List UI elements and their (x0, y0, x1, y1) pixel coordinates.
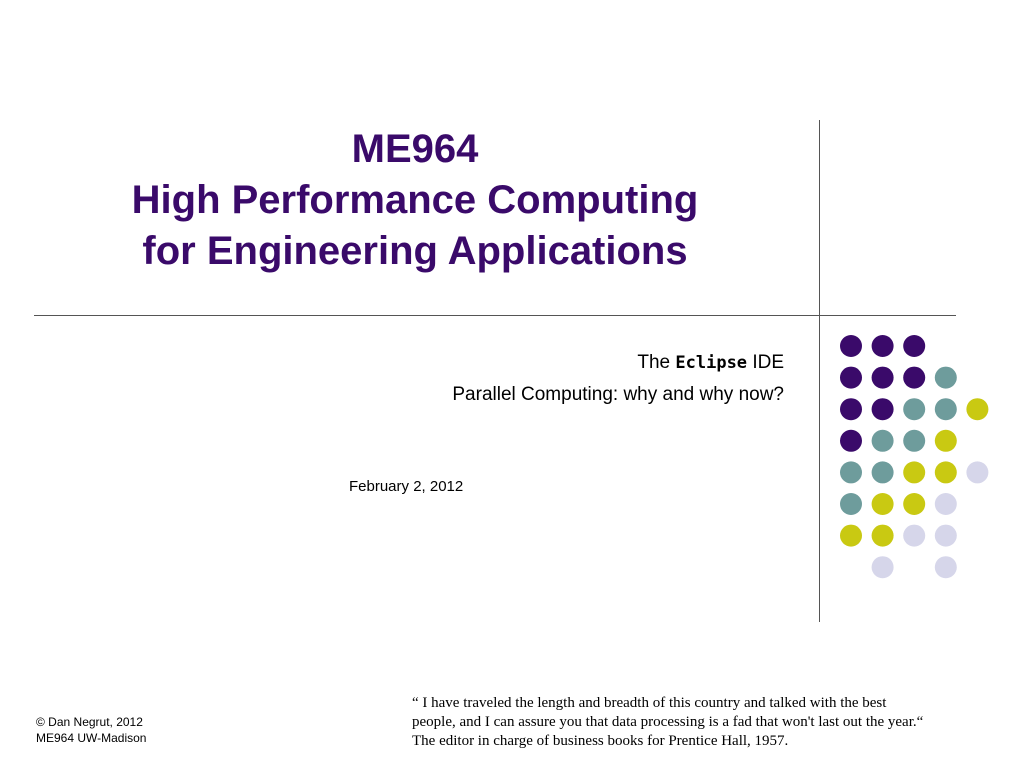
decorative-dot (903, 429, 926, 452)
decorative-dot (934, 556, 957, 579)
footer-course: ME964 UW-Madison (36, 731, 147, 745)
decorative-dot (840, 429, 862, 452)
subtitle-line-parallel: Parallel Computing: why and why now? (452, 384, 784, 405)
title-line-main: High Performance Computing (131, 178, 699, 222)
decorative-dot (934, 493, 957, 515)
decorative-dot (903, 493, 926, 515)
vertical-divider (819, 120, 820, 622)
decorative-dot (903, 524, 926, 547)
quote-line-3: The editor in charge of business books f… (412, 733, 789, 749)
decorative-dot (903, 398, 926, 421)
footer-copyright: © Dan Negrut, 2012 (36, 715, 143, 729)
decorative-dot (840, 493, 862, 515)
slide-date: February 2, 2012 (349, 478, 464, 495)
decorative-dot (840, 366, 862, 389)
decorative-dot (840, 398, 862, 421)
decorative-dot (871, 524, 894, 547)
decorative-dot (934, 461, 957, 484)
decorative-dot (871, 461, 894, 484)
decorative-dot (966, 461, 989, 484)
decorative-dot (840, 461, 862, 484)
horizontal-divider (34, 315, 956, 316)
subtitle-eclipse-word: Eclipse (675, 353, 748, 373)
decorative-dot (840, 524, 862, 547)
footer-credits: © Dan Negrut, 2012 ME964 UW-Madison (36, 714, 146, 746)
decorative-dot (903, 335, 926, 357)
decorative-dot (871, 429, 894, 452)
decorative-dot (903, 366, 926, 389)
subtitle-suffix: IDE (747, 352, 784, 373)
decorative-dot (871, 556, 894, 579)
decorative-dot (871, 335, 894, 357)
decorative-dot (871, 366, 894, 389)
decorative-dot (934, 366, 957, 389)
slide-title: ME964 High Performance Computing for Eng… (40, 124, 790, 277)
decorative-dot (903, 461, 926, 484)
subtitle-prefix: The (637, 352, 676, 373)
decorative-dot (871, 398, 894, 421)
decorative-dot (934, 398, 957, 421)
quote-line-1: “ I have traveled the length and breadth… (412, 695, 887, 711)
slide-subtitle: The Eclipse IDE Parallel Computing: why … (452, 347, 784, 411)
subtitle-line-eclipse: The Eclipse IDE (452, 347, 784, 379)
decorative-dot (840, 335, 862, 357)
title-line-course: ME964 (351, 127, 479, 171)
decorative-dot (871, 493, 894, 515)
decorative-dot (934, 429, 957, 452)
title-line-sub: for Engineering Applications (142, 229, 688, 273)
quote-line-2: people, and I can assure you that data p… (412, 714, 924, 730)
decorative-dot (966, 398, 989, 421)
footer-quote: “ I have traveled the length and breadth… (412, 694, 1012, 751)
decorative-dot (934, 524, 957, 547)
